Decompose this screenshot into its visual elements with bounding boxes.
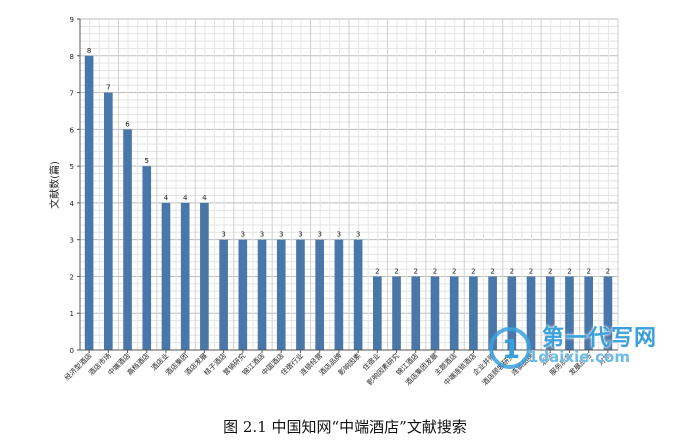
data-label: 3 xyxy=(260,231,264,239)
x-tick-label: 经济型酒店 xyxy=(62,351,93,382)
bar xyxy=(200,202,209,350)
data-label: 3 xyxy=(337,231,341,239)
svg-text:1: 1 xyxy=(502,335,520,365)
y-tick-label: 9 xyxy=(70,16,74,24)
bar xyxy=(526,276,536,350)
data-label: 3 xyxy=(298,231,302,239)
bar xyxy=(142,166,152,350)
bar-layer: 8 7 6 5 4 4 4 3 3 3 3 3 3 3 3 2 2 2 2 2 2 2 2 2 2 2 2 2 xyxy=(84,47,613,351)
bar xyxy=(296,239,305,350)
data-label: 2 xyxy=(394,267,398,275)
bar xyxy=(219,239,228,350)
bar xyxy=(257,239,267,350)
bar xyxy=(411,276,421,350)
watermark-text: 第一代写网 xyxy=(542,326,658,351)
data-label: 2 xyxy=(375,267,379,275)
bar xyxy=(603,276,613,350)
y-tick-label: 5 xyxy=(70,163,74,171)
bar xyxy=(353,239,363,350)
bar xyxy=(180,202,190,350)
bar xyxy=(238,239,248,350)
bar xyxy=(123,129,132,350)
data-label: 5 xyxy=(145,157,149,165)
watermark-logo: 1 xyxy=(489,327,531,369)
y-tick-label: 7 xyxy=(70,90,74,98)
data-label: 2 xyxy=(471,267,475,275)
data-label: 3 xyxy=(241,231,245,239)
data-label: 2 xyxy=(529,267,533,275)
bar xyxy=(103,92,113,351)
data-label: 2 xyxy=(414,267,418,275)
data-label: 4 xyxy=(202,194,207,202)
bar xyxy=(449,276,459,350)
y-tick-label: 2 xyxy=(70,273,74,281)
y-tick-label: 4 xyxy=(70,200,75,208)
bar xyxy=(430,276,440,350)
bar xyxy=(84,55,94,351)
data-label: 3 xyxy=(221,231,225,239)
data-label: 2 xyxy=(548,267,552,275)
data-label: 2 xyxy=(586,267,590,275)
y-tick-label: 8 xyxy=(70,53,74,61)
bar xyxy=(545,276,555,350)
watermark: 1 第一代写网 1daixie.com xyxy=(484,318,674,372)
y-tick-label: 3 xyxy=(70,237,74,245)
watermark-url: 1daixie.com xyxy=(528,348,630,366)
y-tick-label: 6 xyxy=(70,126,75,134)
bar xyxy=(584,276,594,350)
data-label: 2 xyxy=(433,267,437,275)
bar xyxy=(469,276,478,350)
bar xyxy=(488,276,497,350)
data-label: 2 xyxy=(452,267,456,275)
data-label: 4 xyxy=(183,194,188,202)
data-label: 8 xyxy=(87,47,91,55)
bar xyxy=(315,239,325,350)
bar xyxy=(334,239,344,350)
data-label: 7 xyxy=(106,84,110,92)
bar xyxy=(392,276,401,350)
bar xyxy=(507,276,517,350)
data-label: 4 xyxy=(164,194,169,202)
data-label: 3 xyxy=(279,231,283,239)
data-label: 6 xyxy=(125,120,130,128)
data-label: 2 xyxy=(606,267,610,275)
data-label: 3 xyxy=(356,231,360,239)
y-tick-label: 0 xyxy=(70,347,74,355)
data-label: 2 xyxy=(510,267,514,275)
data-label: 3 xyxy=(317,231,321,239)
bar xyxy=(565,276,574,350)
grid-layer xyxy=(79,18,619,351)
y-axis-label: 文献数(篇) xyxy=(48,161,61,209)
data-label: 2 xyxy=(490,267,494,275)
y-tick-label: 1 xyxy=(70,310,74,318)
bar xyxy=(276,239,286,350)
bar xyxy=(372,276,382,350)
figure-caption: 图 2.1 中国知网“中端酒店”文献搜索 xyxy=(223,418,467,436)
bar xyxy=(161,202,171,350)
data-label: 2 xyxy=(567,267,571,275)
